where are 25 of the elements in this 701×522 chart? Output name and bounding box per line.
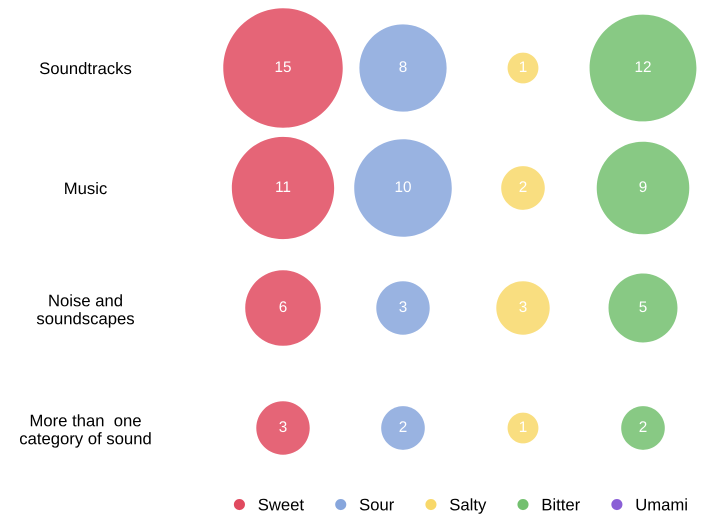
- category-label: Music: [65, 182, 107, 194]
- category-label: Noise and soundscapes: [36, 294, 134, 328]
- data-label: 2: [400, 421, 406, 432]
- data-label: 9: [639, 181, 647, 192]
- data-label: 5: [639, 301, 647, 312]
- legend-label: Bitter: [542, 498, 580, 511]
- category-label: More than one category of sound: [20, 414, 151, 448]
- data-label: 2: [640, 421, 646, 432]
- category-label: Soundtracks: [40, 62, 132, 74]
- data-label: 3: [519, 301, 527, 312]
- data-label: 8: [399, 61, 407, 72]
- data-label: 2: [520, 181, 526, 192]
- data-label: 3: [279, 421, 287, 432]
- data-label: 1: [520, 61, 527, 72]
- data-label: 11: [276, 181, 290, 192]
- data-label: 12: [636, 61, 651, 72]
- data-label: 1: [520, 421, 527, 432]
- legend-label: Umami: [636, 498, 687, 511]
- legend-label: Sweet: [258, 498, 304, 511]
- legend-label: Salty: [450, 498, 486, 514]
- data-label: 15: [276, 61, 291, 72]
- data-label: 10: [396, 181, 411, 192]
- legend-label: Sour: [360, 498, 394, 511]
- data-label: 3: [399, 301, 407, 312]
- data-label: 6: [280, 301, 287, 312]
